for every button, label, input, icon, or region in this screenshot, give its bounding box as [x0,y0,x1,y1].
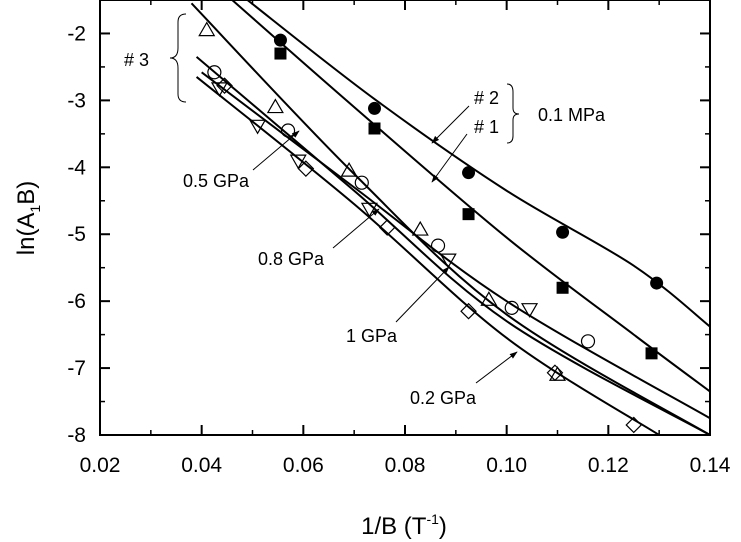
fit-line-4 [190,2,710,435]
annotation-label-0.1-mpa: 0.1 MPa [538,105,606,125]
data-point-filled-circle-4 [556,225,570,239]
annotation-arrow-0.2-gpa [475,351,518,384]
data-point-open-triangle-down-5 [439,253,457,269]
x-tick-label: 0.04 [181,454,222,477]
data-point-open-diamond-6 [625,416,643,434]
annotation-brace-2-1 [506,83,520,144]
annotation-label-1: # 1 [474,117,499,137]
data-point-filled-circle-1 [273,33,287,47]
annotation-arrow-0.8-gpa [332,208,380,249]
fit-line-3 [201,71,710,420]
data-point-open-triangle-down-2 [249,119,267,135]
annotation-label-0.5-gpa: 0.5 GPa [183,171,250,191]
data-point-open-triangle-up-3 [340,161,358,177]
data-point-open-diamond-5 [546,364,564,382]
data-point-open-triangle-up-2 [266,98,284,114]
annotation-label-0.8-gpa: 0.8 GPa [258,249,325,269]
y-tick-label: -8 [67,424,86,447]
y-tick-label: -4 [67,156,86,179]
tick-labels: 0.02 0.04 0.06 0.08 0.10 0.12 0.14 -8 -7 -6 -5 -4 -3… [67,22,730,477]
y-tick-label: -2 [67,22,86,45]
y-tick-label: -3 [67,89,86,112]
data-point-open-circle-6 [580,334,596,349]
plot-frame [99,0,711,436]
data-point-filled-square-4 [556,281,569,294]
fit-lines [190,0,710,435]
fit-line-1 [246,0,710,328]
x-tick-label: 0.02 [80,454,121,477]
annotation-brace-3 [169,13,187,103]
data-point-open-circle-5 [504,300,519,315]
annotation-arrow-1-gpa [395,266,450,323]
annotation-label-3: # 3 [124,50,149,70]
annotation-arrow-1 [431,133,468,183]
annotation-arrow-2 [431,105,470,144]
x-tick-label: 0.10 [486,454,527,477]
data-point-open-circle-1 [207,65,222,80]
data-point-open-diamond-3 [378,219,396,236]
x-tick-label: 0.08 [385,454,426,477]
data-point-filled-square-5 [645,347,658,360]
y-tick-label: -5 [67,223,86,246]
data-point-filled-circle-2 [368,101,381,115]
data-markers [198,21,664,434]
data-point-open-diamond-4 [460,302,477,320]
data-point-open-circle-3 [354,175,369,190]
fit-line-6 [195,76,660,435]
data-point-open-circle-4 [430,238,446,253]
x-tick-label: 0.14 [690,454,731,477]
annotation-label-2: # 2 [474,88,499,108]
annotation-label-0.2-gpa: 0.2 GPa [410,388,477,408]
data-point-filled-square-1 [274,47,287,60]
x-tick-label: 0.12 [588,454,629,477]
data-point-filled-circle-5 [650,276,664,290]
annotation-arrow-0.5-gpa [252,130,300,171]
data-point-open-diamond-2 [297,160,315,177]
y-axis-title: ln(A1B) [13,181,43,255]
data-point-filled-square-2 [368,122,381,135]
data-point-open-diamond-1 [216,77,233,95]
data-point-open-triangle-down-3 [289,154,307,170]
x-tick-label: 0.06 [283,454,324,477]
fit-line-5 [195,56,710,435]
x-axis-title: 1/B (T-1) [361,511,447,540]
fit-line-2 [231,0,710,393]
annotation-label-1-gpa: 1 GPa [346,326,398,346]
y-tick-label: -7 [67,357,86,380]
data-point-open-triangle-up-5 [480,291,498,306]
y-tick-label: -6 [67,290,86,313]
data-point-filled-square-3 [462,208,475,221]
data-point-open-triangle-up-4 [411,220,429,236]
data-point-filled-circle-3 [462,166,476,180]
ticks [99,0,711,436]
data-point-open-triangle-up-1 [198,21,216,37]
data-point-open-triangle-down-6 [521,303,539,318]
